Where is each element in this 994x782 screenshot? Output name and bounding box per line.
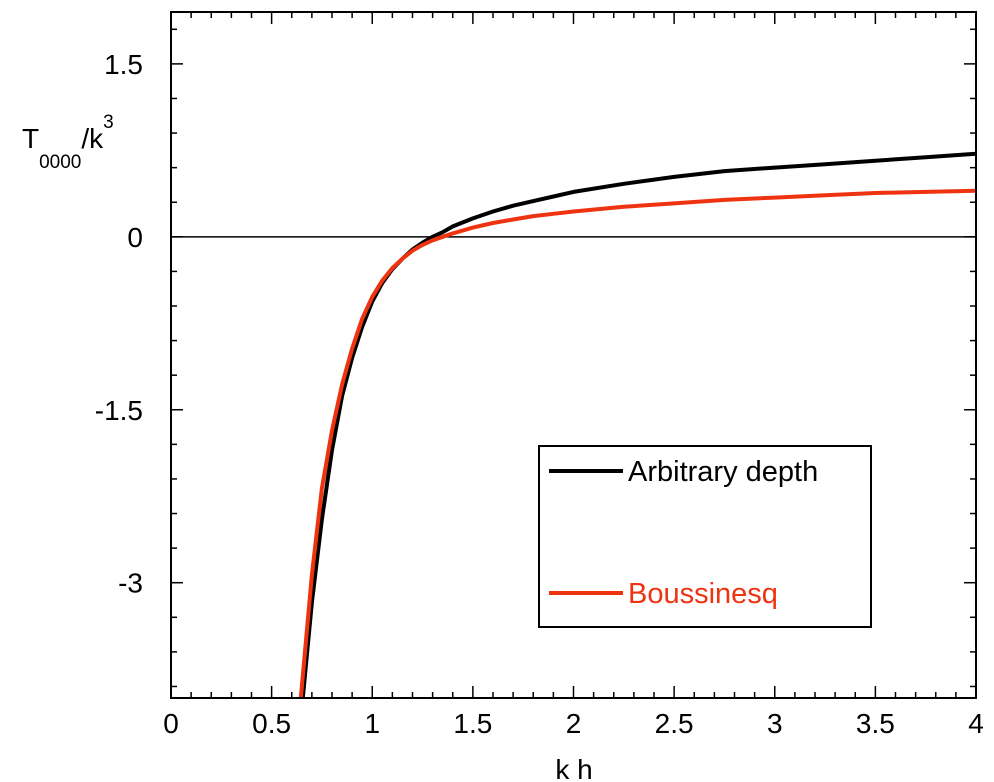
x-tick-label: 1.5 bbox=[453, 708, 492, 739]
x-tick-label: 2 bbox=[566, 708, 582, 739]
y-axis-label-subscript: 0000 bbox=[39, 152, 81, 173]
x-axis-label: k h bbox=[555, 754, 592, 782]
series-line-arbitrary-depth bbox=[300, 151, 976, 698]
x-tick-label: 2.5 bbox=[655, 708, 694, 739]
x-tick-label: 0.5 bbox=[252, 708, 291, 739]
ticks-layer: 0 0.5 1 1.5 2 2.5 3 3.5 4 -3 -1.5 0 1.5 bbox=[95, 12, 984, 739]
legend-label-arbitrary-depth: Arbitrary depth bbox=[628, 456, 818, 488]
x-tick-label: 3 bbox=[767, 708, 783, 739]
y-axis-label: T0000/k3 bbox=[22, 112, 114, 173]
y-tick-label: 0 bbox=[127, 222, 143, 253]
x-tick-label: 1 bbox=[364, 708, 380, 739]
y-axis-label-divider: /k bbox=[81, 123, 104, 154]
legend-box bbox=[538, 445, 872, 628]
legend: Arbitrary depth Boussinesq bbox=[538, 445, 872, 628]
y-tick-label: -1.5 bbox=[95, 395, 143, 426]
x-tick-label: 4 bbox=[968, 708, 984, 739]
x-tick-label: 0 bbox=[163, 708, 179, 739]
plot-frame bbox=[170, 11, 977, 699]
y-axis-label-main: T bbox=[22, 123, 39, 154]
y-axis-label-superscript: 3 bbox=[103, 112, 114, 133]
legend-label-boussinesq: Boussinesq bbox=[628, 578, 778, 610]
y-tick-label: 1.5 bbox=[104, 49, 143, 80]
x-tick-label: 3.5 bbox=[856, 708, 895, 739]
series-layer bbox=[298, 151, 976, 698]
y-tick-label: -3 bbox=[118, 568, 143, 599]
series-line-boussinesq bbox=[298, 188, 976, 698]
